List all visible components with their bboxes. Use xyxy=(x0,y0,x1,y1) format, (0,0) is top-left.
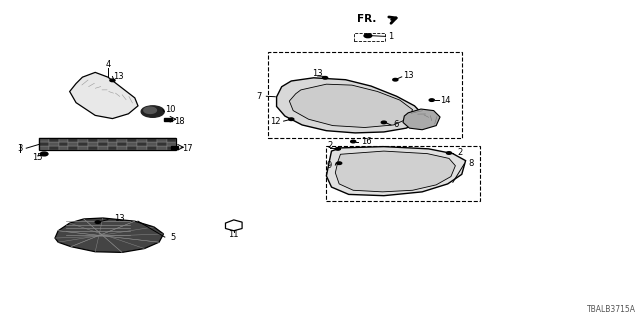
Bar xyxy=(171,146,178,149)
Bar xyxy=(326,146,479,201)
Bar xyxy=(147,138,157,142)
Polygon shape xyxy=(335,151,456,192)
Circle shape xyxy=(110,79,115,82)
Bar xyxy=(137,142,147,147)
Text: 5: 5 xyxy=(170,233,175,242)
Bar xyxy=(39,138,176,150)
Bar xyxy=(59,138,68,142)
Circle shape xyxy=(381,121,387,124)
Circle shape xyxy=(337,162,342,164)
Bar xyxy=(49,147,59,150)
Bar xyxy=(157,138,166,142)
Polygon shape xyxy=(326,147,466,196)
Circle shape xyxy=(364,34,372,38)
Bar xyxy=(98,138,108,142)
Bar xyxy=(39,147,49,150)
Text: FR.: FR. xyxy=(357,14,376,24)
Bar xyxy=(137,138,147,142)
Text: 7: 7 xyxy=(256,92,261,101)
Text: 15: 15 xyxy=(33,153,43,162)
Bar xyxy=(127,138,137,142)
Bar xyxy=(147,142,157,147)
Bar xyxy=(39,138,49,142)
Polygon shape xyxy=(403,109,440,130)
Text: 13: 13 xyxy=(403,71,413,80)
Polygon shape xyxy=(55,218,164,252)
Text: 3: 3 xyxy=(17,144,22,153)
Bar xyxy=(88,142,98,147)
Text: 8: 8 xyxy=(468,159,474,168)
Bar xyxy=(49,142,59,147)
Bar xyxy=(118,147,127,150)
Bar xyxy=(157,147,166,150)
Bar xyxy=(98,142,108,147)
Text: 18: 18 xyxy=(174,117,185,126)
Circle shape xyxy=(429,99,435,101)
Bar xyxy=(68,147,78,150)
Bar xyxy=(137,147,147,150)
Bar xyxy=(157,142,166,147)
Text: 12: 12 xyxy=(270,117,280,126)
Bar xyxy=(166,138,176,142)
Bar xyxy=(127,147,137,150)
Bar xyxy=(147,147,157,150)
Bar xyxy=(118,142,127,147)
Circle shape xyxy=(323,76,328,79)
Bar xyxy=(108,138,118,142)
Circle shape xyxy=(393,78,398,81)
Text: 6: 6 xyxy=(394,120,399,130)
Bar xyxy=(88,138,98,142)
Bar xyxy=(108,147,118,150)
Text: 9: 9 xyxy=(326,161,332,170)
Text: 10: 10 xyxy=(166,105,176,114)
Bar xyxy=(118,138,127,142)
Polygon shape xyxy=(289,84,413,127)
Bar xyxy=(88,147,98,150)
Text: 11: 11 xyxy=(228,230,239,239)
Bar xyxy=(127,142,137,147)
Bar xyxy=(355,33,385,41)
Bar xyxy=(166,142,176,147)
Circle shape xyxy=(40,152,48,156)
Circle shape xyxy=(289,118,294,121)
Text: 2: 2 xyxy=(327,141,332,150)
Text: 2: 2 xyxy=(458,148,463,157)
Bar xyxy=(68,142,78,147)
Bar xyxy=(49,138,59,142)
Bar xyxy=(98,147,108,150)
Bar xyxy=(59,147,68,150)
Bar xyxy=(78,147,88,150)
Circle shape xyxy=(351,140,356,143)
Text: 4: 4 xyxy=(106,60,111,69)
Polygon shape xyxy=(70,72,138,119)
Circle shape xyxy=(447,152,452,154)
Text: 1: 1 xyxy=(388,32,394,41)
Circle shape xyxy=(141,106,164,117)
Text: 17: 17 xyxy=(182,144,193,153)
Text: 13: 13 xyxy=(113,72,124,81)
Polygon shape xyxy=(276,78,422,133)
Bar xyxy=(78,142,88,147)
Text: 13: 13 xyxy=(312,69,323,78)
Bar xyxy=(68,138,78,142)
Text: 16: 16 xyxy=(362,137,372,146)
Bar xyxy=(78,138,88,142)
Text: TBALB3715A: TBALB3715A xyxy=(587,305,636,314)
Circle shape xyxy=(335,148,340,150)
Bar xyxy=(164,118,173,121)
Circle shape xyxy=(95,221,100,223)
Text: 14: 14 xyxy=(440,96,451,105)
Circle shape xyxy=(144,107,156,114)
Bar xyxy=(268,52,463,138)
Bar xyxy=(59,142,68,147)
Bar xyxy=(108,142,118,147)
Text: 13: 13 xyxy=(115,214,125,223)
Bar xyxy=(166,147,176,150)
Bar xyxy=(39,142,49,147)
